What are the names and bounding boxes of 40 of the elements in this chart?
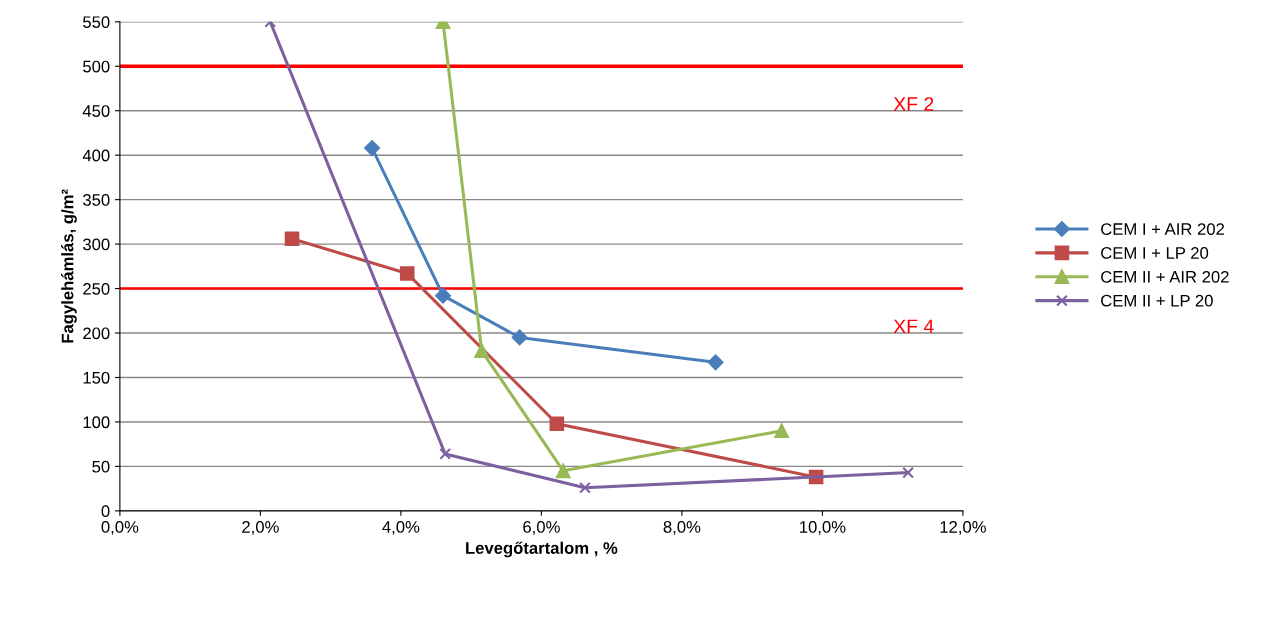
ref-line-label: XF 2 (893, 97, 934, 111)
point (364, 140, 381, 156)
point (707, 354, 724, 371)
x-tick-label: 2,0% (242, 521, 279, 535)
x-tick-label: 0,0% (101, 521, 139, 535)
y-tick-label: 400 (82, 149, 110, 162)
y-tick-label: 0 (101, 505, 110, 518)
legend-label: CEM II + LP 20 (1101, 294, 1213, 307)
y-tick-label: 300 (83, 238, 110, 251)
x-axis-title: Levegőtartalom , % (466, 541, 618, 558)
y-tick-label: 200 (83, 327, 110, 340)
legend-label: CEM I + LP 20 (1101, 247, 1209, 259)
legend-label: CEM I + AIR 202 (1101, 223, 1225, 235)
y-axis-title: Fagylehámlás, g/m² (61, 189, 77, 343)
point (439, 448, 452, 460)
y-tick-label: 150 (83, 371, 110, 384)
x-tick-label: 6,0% (523, 521, 560, 535)
y-tick-label: 100 (83, 416, 110, 429)
point (902, 466, 915, 479)
point (511, 329, 528, 346)
point (555, 463, 571, 479)
x-tick-label: 8,0% (663, 521, 701, 535)
y-tick-label: 500 (83, 60, 110, 73)
ref-line-label: XF 4 (893, 319, 934, 334)
point (399, 266, 415, 281)
x-tick-label: 12,0% (940, 521, 986, 535)
x-tick-label: 10,0% (800, 521, 846, 535)
point (435, 287, 451, 304)
legend-label: CEM II + AIR 202 (1101, 270, 1229, 283)
x-tick-label: 4,0% (382, 521, 420, 535)
y-tick-label: 50 (92, 460, 110, 473)
point (774, 423, 789, 439)
point (549, 416, 565, 432)
point (474, 343, 489, 359)
y-tick-label: 550 (83, 16, 110, 29)
point (579, 481, 591, 494)
y-tick-label: 350 (83, 194, 110, 206)
y-tick-label: 250 (83, 282, 110, 295)
y-tick-label: 450 (82, 105, 110, 117)
point (284, 231, 300, 247)
